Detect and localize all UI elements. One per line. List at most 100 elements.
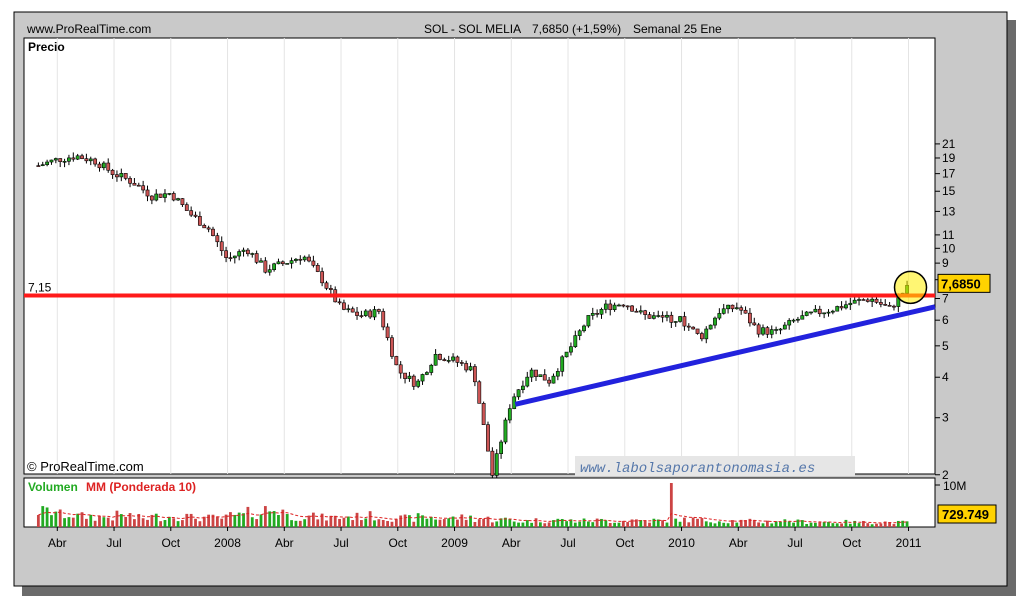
candle-body (534, 369, 538, 378)
volume-bar (294, 520, 298, 527)
candle-body (115, 174, 119, 178)
candle-body (830, 310, 835, 313)
candle-body (202, 224, 207, 229)
volume-bar (748, 518, 752, 527)
candle-body (892, 305, 896, 308)
volume-bar (621, 520, 625, 527)
candle-body (590, 313, 595, 316)
volume-bar (259, 514, 263, 527)
x-axis: Abr Jul Oct 2008 Abr Jul Oct 2009 Abr Jul Oct 2010 A… (48, 527, 922, 550)
volume-bar (717, 521, 721, 527)
candle-body (521, 385, 525, 390)
volume-bar (761, 523, 765, 527)
candle-body (355, 311, 359, 316)
volume-bar (661, 520, 665, 527)
resistance-label: 7,15 (28, 281, 52, 295)
volume-bar (656, 519, 660, 527)
volume-moving-average (38, 511, 908, 524)
volume-bar (595, 518, 599, 527)
candle-body (765, 327, 770, 335)
candle-body (342, 302, 346, 310)
volume-bar (360, 520, 363, 527)
candle-body (359, 315, 364, 317)
candle-body (272, 263, 277, 270)
candle-body (429, 364, 434, 373)
volume-bar (538, 522, 542, 527)
volume-bar (530, 522, 534, 527)
volume-bar (591, 522, 595, 527)
candle-body (438, 354, 442, 360)
volume-bar (45, 507, 49, 527)
candle-body (420, 374, 425, 382)
volume-bar (888, 522, 892, 527)
volume-bar (822, 522, 826, 527)
volume-bar (412, 521, 416, 527)
volume-bar (477, 519, 481, 527)
volume-bar (844, 519, 848, 527)
volume-bar (277, 515, 280, 527)
volume-bar (752, 519, 756, 527)
volume-bar (456, 519, 459, 527)
candle-body (298, 258, 303, 261)
x-tick-label: Abr (502, 536, 521, 550)
volume-bar (198, 521, 202, 527)
volume-bar (303, 519, 307, 527)
last-price-label: 7,6850 (941, 276, 981, 291)
candle-body (499, 441, 503, 454)
candle-body (542, 374, 547, 381)
volume-bar (207, 514, 211, 527)
candle-body (58, 158, 63, 162)
candle-body (826, 311, 831, 314)
candle-body (311, 260, 316, 266)
candle-body (259, 260, 263, 263)
volume-bar (525, 520, 529, 527)
candle-body (398, 364, 403, 374)
candle-body (564, 351, 569, 358)
watermark-box (575, 456, 855, 476)
volume-bar (215, 516, 219, 527)
candle-body (774, 329, 779, 331)
volume-bar (246, 506, 250, 527)
candle-body (193, 214, 198, 217)
volume-bar (495, 521, 499, 527)
y-tick-label: 2 (942, 468, 949, 482)
volume-bar (683, 517, 686, 527)
volume-bar (600, 518, 603, 527)
candle-body (211, 228, 215, 236)
candle-body (839, 306, 844, 309)
candle-body (320, 271, 325, 284)
volume-bar (399, 515, 403, 527)
volume-bar (552, 520, 555, 527)
volume-bar (390, 521, 394, 527)
volume-bar (176, 521, 180, 527)
volume-bar (608, 522, 612, 527)
candle-body (796, 318, 800, 321)
candle-body (368, 310, 373, 318)
volume-bar (905, 521, 909, 527)
candle-body (643, 310, 648, 315)
volume-bar (508, 519, 512, 527)
candle-body (180, 198, 185, 205)
volume-bar (325, 520, 328, 527)
candle-body (529, 369, 534, 378)
volume-bar (76, 513, 80, 527)
candle-body (197, 216, 202, 226)
y-tick-label: 19 (942, 151, 956, 165)
candle-body (123, 173, 128, 179)
volume-bar (652, 518, 656, 527)
volume-bar (421, 515, 424, 527)
volume-bar (691, 517, 695, 527)
volume-bar (765, 520, 769, 527)
volume-bar (146, 519, 149, 527)
candle-body (246, 249, 250, 255)
candle-body (280, 261, 285, 265)
candle-body (468, 366, 473, 371)
volume-bar (255, 519, 259, 527)
volume-bar (307, 515, 311, 527)
volume-bar (242, 513, 245, 527)
volume-bar (54, 511, 58, 527)
candle-body (132, 182, 137, 186)
candle-body (800, 315, 805, 320)
candle-body (494, 453, 499, 476)
price-panel (23, 37, 936, 475)
